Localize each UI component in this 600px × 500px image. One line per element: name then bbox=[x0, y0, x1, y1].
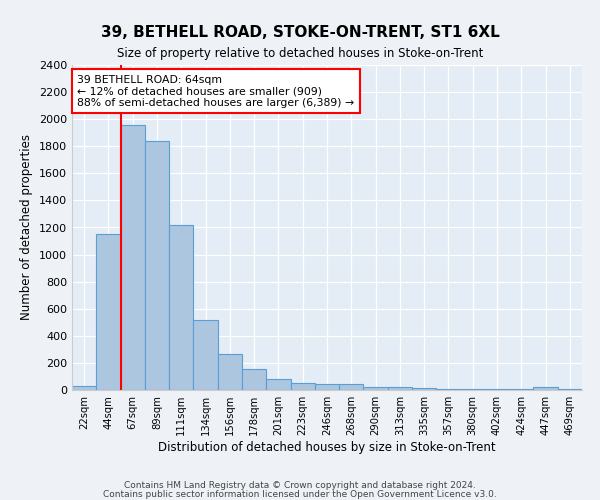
X-axis label: Distribution of detached houses by size in Stoke-on-Trent: Distribution of detached houses by size … bbox=[158, 441, 496, 454]
Text: Contains public sector information licensed under the Open Government Licence v3: Contains public sector information licen… bbox=[103, 490, 497, 499]
Bar bbox=[169, 226, 193, 390]
Y-axis label: Number of detached properties: Number of detached properties bbox=[20, 134, 34, 320]
Bar bbox=[533, 388, 558, 390]
Bar bbox=[193, 320, 218, 390]
Bar bbox=[72, 386, 96, 390]
Text: Contains HM Land Registry data © Crown copyright and database right 2024.: Contains HM Land Registry data © Crown c… bbox=[124, 480, 476, 490]
Bar bbox=[145, 141, 169, 390]
Bar bbox=[242, 369, 266, 390]
Bar bbox=[412, 388, 436, 390]
Bar bbox=[121, 124, 145, 390]
Text: 39, BETHELL ROAD, STOKE-ON-TRENT, ST1 6XL: 39, BETHELL ROAD, STOKE-ON-TRENT, ST1 6X… bbox=[101, 25, 499, 40]
Text: 39 BETHELL ROAD: 64sqm
← 12% of detached houses are smaller (909)
88% of semi-de: 39 BETHELL ROAD: 64sqm ← 12% of detached… bbox=[77, 74, 354, 108]
Bar bbox=[315, 384, 339, 390]
Bar bbox=[266, 379, 290, 390]
Bar bbox=[339, 384, 364, 390]
Bar bbox=[388, 386, 412, 390]
Bar bbox=[218, 354, 242, 390]
Text: Size of property relative to detached houses in Stoke-on-Trent: Size of property relative to detached ho… bbox=[117, 48, 483, 60]
Bar bbox=[364, 388, 388, 390]
Bar bbox=[96, 234, 121, 390]
Bar bbox=[290, 383, 315, 390]
